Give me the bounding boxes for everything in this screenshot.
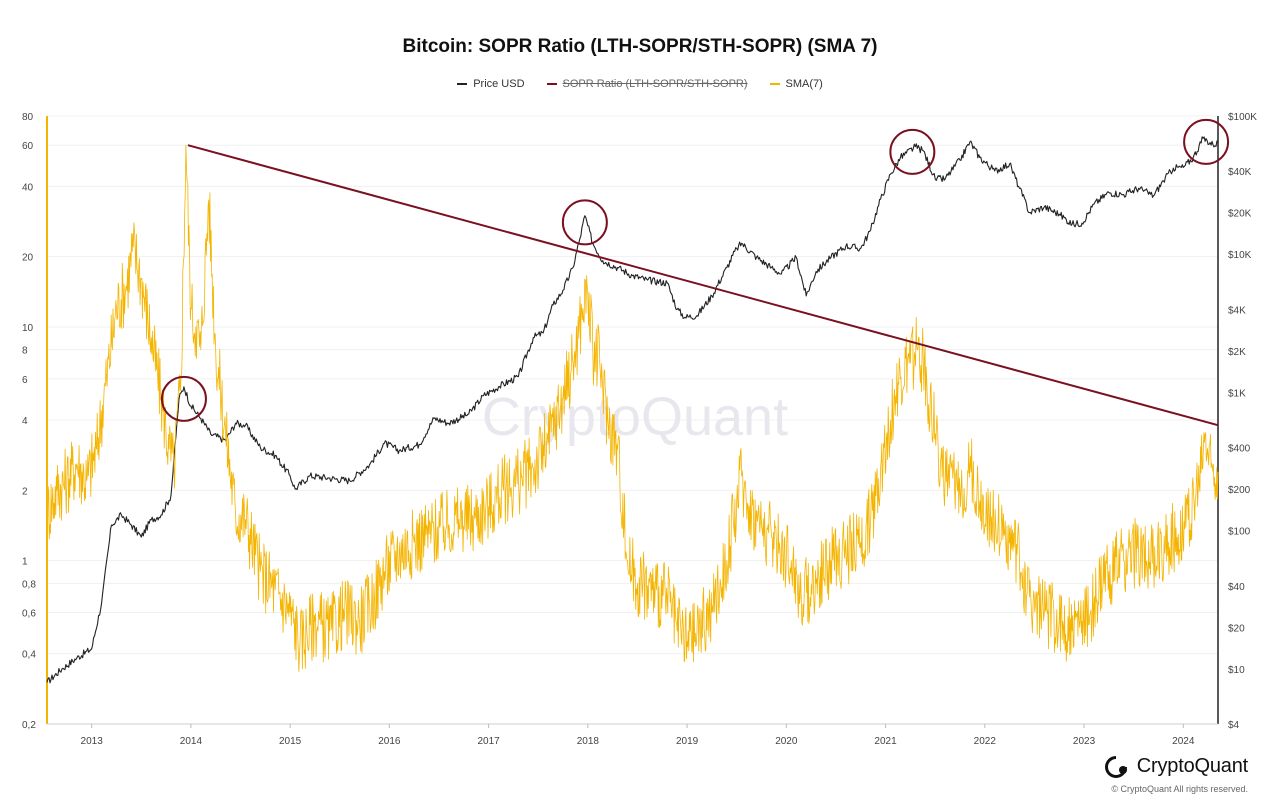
copyright-text: © CryptoQuant All rights reserved. bbox=[1111, 784, 1248, 794]
trendline bbox=[187, 144, 1219, 427]
right-axis-tick-label: $400 bbox=[1228, 444, 1251, 455]
right-axis-tick-label: $1K bbox=[1228, 388, 1246, 399]
x-axis-tick-label: 2018 bbox=[577, 736, 600, 747]
legend-swatch-price bbox=[457, 83, 468, 85]
right-axis-tick-label: $4K bbox=[1228, 305, 1246, 316]
x-axis-tick-label: 2016 bbox=[378, 736, 401, 747]
legend-item-sopr-ratio[interactable]: SOPR Ratio (LTH-SOPR/STH-SOPR) bbox=[546, 78, 748, 90]
brand-name: CryptoQuant bbox=[1136, 755, 1248, 777]
grid-lines bbox=[47, 115, 1218, 725]
left-axis-tick-label: 1 bbox=[22, 557, 28, 568]
left-axis-tick-label: 0,6 bbox=[22, 609, 36, 620]
left-axis-tick-label: 80 bbox=[22, 112, 34, 123]
left-axis-tick-label: 0,4 bbox=[22, 650, 36, 661]
brand-logo: CryptoQuant bbox=[1104, 755, 1248, 778]
highlight-circle bbox=[160, 375, 207, 422]
right-axis-tick-label: $10 bbox=[1228, 665, 1245, 676]
right-axis-tick-label: $40K bbox=[1228, 167, 1252, 178]
right-axis-tick-label: $100 bbox=[1228, 527, 1251, 538]
right-axis-tick-label: $40 bbox=[1228, 582, 1245, 593]
right-axis-tick-label: $20K bbox=[1228, 209, 1252, 220]
left-axis-tick-label: 4 bbox=[22, 416, 28, 427]
legend-item-sma7[interactable]: SMA(7) bbox=[769, 78, 823, 90]
x-axis-tick-label: 2022 bbox=[974, 736, 997, 747]
axes: 80 60 40 20 10 8 6 4 2 1 0,8 0,6 0,4 0,2 $100K $40K $20K… bbox=[22, 112, 1257, 747]
legend-label-sma7: SMA(7) bbox=[785, 78, 823, 90]
left-axis-tick-label: 20 bbox=[22, 253, 34, 264]
right-axis-tick-label: $10K bbox=[1228, 250, 1252, 261]
series-line-sma7 bbox=[46, 144, 1219, 672]
legend-item-price[interactable]: Price USD bbox=[457, 78, 525, 90]
highlight-circle bbox=[1183, 118, 1230, 165]
series-layer bbox=[46, 136, 1219, 684]
x-axis-tick-label: 2013 bbox=[81, 736, 104, 747]
right-axis-tick-label: $4 bbox=[1228, 720, 1240, 731]
cryptoquant-logo-icon bbox=[1104, 755, 1128, 778]
right-axis-tick-label: $100K bbox=[1228, 112, 1257, 123]
left-axis-tick-label: 0,8 bbox=[22, 579, 36, 590]
series-line-price bbox=[46, 136, 1219, 684]
left-axis-tick-label: 40 bbox=[22, 182, 34, 193]
legend-swatch-sopr-ratio bbox=[546, 83, 557, 85]
left-axis-tick-label: 60 bbox=[22, 141, 34, 152]
x-axis-tick-label: 2019 bbox=[676, 736, 699, 747]
highlight-circle bbox=[889, 128, 936, 175]
x-axis-tick-label: 2024 bbox=[1172, 736, 1195, 747]
annotation-layer bbox=[160, 118, 1230, 427]
x-axis-tick-label: 2015 bbox=[279, 736, 302, 747]
watermark: CryptoQuant bbox=[482, 387, 788, 447]
right-axis-tick-label: $200 bbox=[1228, 485, 1251, 496]
left-axis-tick-label: 6 bbox=[22, 375, 28, 386]
highlight-circle bbox=[561, 199, 608, 246]
x-axis-tick-label: 2014 bbox=[180, 736, 203, 747]
left-axis-tick-label: 2 bbox=[22, 486, 28, 497]
x-axis-tick-label: 2020 bbox=[775, 736, 798, 747]
legend-label-price: Price USD bbox=[473, 78, 525, 90]
x-axis-tick-label: 2023 bbox=[1073, 736, 1096, 747]
right-axis-tick-label: $20 bbox=[1228, 623, 1245, 634]
chart-legend: Price USD SOPR Ratio (LTH-SOPR/STH-SOPR)… bbox=[0, 78, 1280, 90]
left-axis-tick-label: 10 bbox=[22, 323, 34, 334]
legend-swatch-sma7 bbox=[769, 83, 780, 85]
x-axis-tick-label: 2017 bbox=[477, 736, 500, 747]
right-axis-tick-label: $2K bbox=[1228, 347, 1246, 358]
left-axis-tick-label: 0,2 bbox=[22, 720, 36, 731]
left-axis-tick-label: 8 bbox=[22, 346, 28, 357]
x-axis-tick-label: 2021 bbox=[874, 736, 897, 747]
legend-label-sopr-ratio: SOPR Ratio (LTH-SOPR/STH-SOPR) bbox=[562, 78, 748, 90]
chart-title: Bitcoin: SOPR Ratio (LTH-SOPR/STH-SOPR) … bbox=[402, 36, 878, 57]
